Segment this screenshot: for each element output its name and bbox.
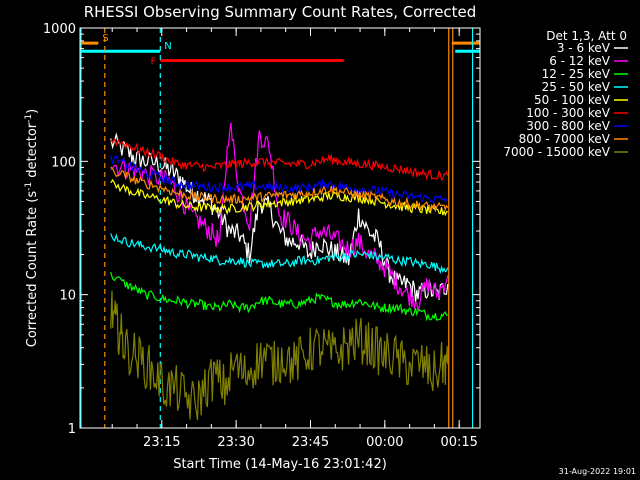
y-axis-ticks: 1 10 100 1000 bbox=[43, 22, 480, 437]
series-line-1 bbox=[110, 132, 449, 303]
observing-flags: S NF bbox=[80, 33, 480, 68]
legend-label: 800 - 7000 keV bbox=[519, 132, 611, 146]
vertical-markers bbox=[80, 28, 474, 428]
flag-label: F bbox=[151, 57, 157, 68]
x-tick-label: 00:00 bbox=[366, 435, 403, 450]
x-tick-label: 23:15 bbox=[143, 435, 180, 450]
y-tick-label: 1000 bbox=[43, 22, 76, 37]
legend-label: 25 - 50 keV bbox=[542, 80, 611, 94]
legend-label: 300 - 800 keV bbox=[526, 119, 610, 133]
legend-label: 12 - 25 keV bbox=[542, 67, 611, 81]
legend-label: 100 - 300 keV bbox=[526, 106, 610, 120]
series-lines bbox=[110, 122, 449, 421]
y-axis-label: Corrected Count Rate (s-1 detector-1) bbox=[24, 109, 40, 347]
plot-frame bbox=[79, 27, 481, 429]
series-line-3 bbox=[110, 271, 448, 322]
legend-label: 6 - 12 keV bbox=[549, 54, 611, 68]
flag-label: S bbox=[102, 33, 108, 44]
x-tick-label: 23:30 bbox=[217, 435, 254, 450]
chart-title: RHESSI Observing Summary Count Rates, Co… bbox=[84, 3, 477, 21]
series-line-2 bbox=[110, 122, 449, 313]
legend-header: Det 1,3, Att 0 bbox=[546, 29, 627, 43]
y-tick-label: 100 bbox=[51, 155, 76, 170]
legend-label: 50 - 100 keV bbox=[534, 93, 611, 107]
x-tick-label: 23:45 bbox=[292, 435, 329, 450]
legend-label: 3 - 6 keV bbox=[557, 41, 611, 55]
y-tick-label: 1 bbox=[68, 422, 76, 437]
series-line-6 bbox=[110, 137, 449, 182]
legend-label: 7000 - 15000 keV bbox=[503, 145, 610, 159]
series-line-4 bbox=[110, 233, 449, 275]
footer-date: 31-Aug-2022 19:01 bbox=[559, 467, 636, 476]
x-axis-label: Start Time (14-May-16 23:01:42) bbox=[173, 457, 387, 472]
x-axis-ticks: 23:15 23:30 23:45 00:00 00:15 bbox=[111, 28, 478, 450]
series-line-7 bbox=[110, 155, 448, 204]
flag-label: N bbox=[164, 41, 171, 52]
y-tick-label: 10 bbox=[59, 289, 76, 304]
series-line-8 bbox=[110, 166, 449, 213]
series-line-5 bbox=[110, 178, 448, 217]
x-tick-label: 00:15 bbox=[440, 435, 477, 450]
series-line-9 bbox=[110, 290, 449, 421]
